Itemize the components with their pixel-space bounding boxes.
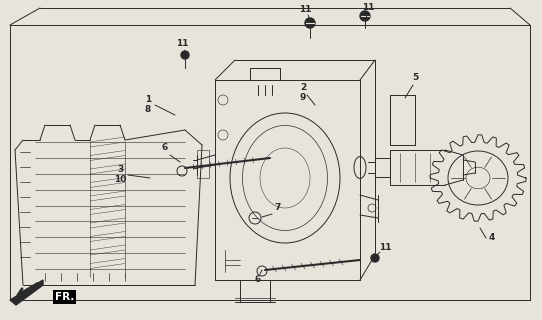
Text: FR.: FR.: [55, 292, 74, 302]
Circle shape: [371, 254, 379, 262]
Text: 8: 8: [145, 106, 151, 115]
Text: 11: 11: [379, 244, 391, 252]
Circle shape: [360, 11, 370, 21]
Text: 1: 1: [145, 95, 151, 105]
Text: 6: 6: [162, 143, 168, 153]
Text: 6: 6: [255, 276, 261, 284]
Text: 7: 7: [275, 204, 281, 212]
Circle shape: [305, 18, 315, 28]
Text: 11: 11: [362, 4, 374, 12]
Text: 5: 5: [412, 74, 418, 83]
Text: 11: 11: [176, 39, 188, 49]
Text: 2: 2: [300, 84, 306, 92]
Bar: [197, 150, 209, 178]
Text: 9: 9: [300, 93, 306, 102]
Text: 3: 3: [117, 165, 123, 174]
Text: 10: 10: [114, 175, 126, 185]
Text: 4: 4: [489, 234, 495, 243]
Circle shape: [181, 51, 189, 59]
Polygon shape: [10, 280, 43, 305]
Text: 11: 11: [299, 5, 311, 14]
